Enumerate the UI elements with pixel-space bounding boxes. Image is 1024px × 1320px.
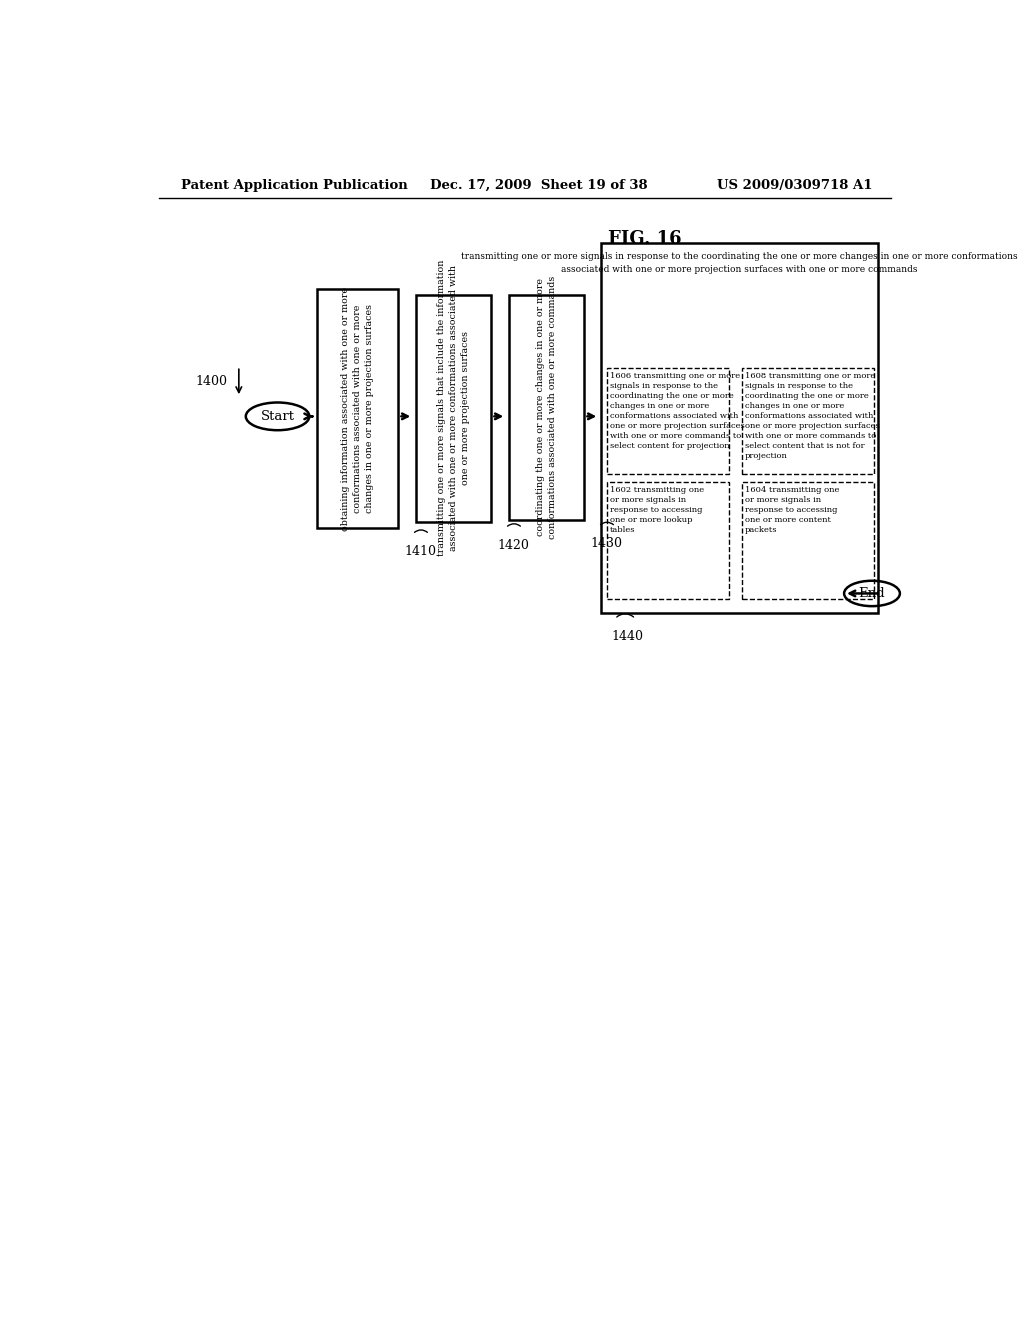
Text: obtaining information associated with one or more
conformations associated with : obtaining information associated with on… — [341, 286, 374, 531]
Bar — [607, 482, 729, 599]
Bar — [317, 289, 398, 528]
Text: 1602 transmitting one
or more signals in
response to accessing
one or more looku: 1602 transmitting one or more signals in… — [610, 486, 705, 535]
Bar — [607, 368, 729, 474]
Bar — [601, 243, 879, 612]
Text: 1606 transmitting one or more
signals in response to the
coordinating the one or: 1606 transmitting one or more signals in… — [610, 372, 744, 450]
Text: Start: Start — [260, 409, 295, 422]
Bar — [741, 368, 873, 474]
Text: FIG. 16: FIG. 16 — [608, 230, 682, 248]
Text: coordinating the one or more changes in one or more
conformations associated wit: coordinating the one or more changes in … — [537, 276, 557, 539]
Text: Dec. 17, 2009  Sheet 19 of 38: Dec. 17, 2009 Sheet 19 of 38 — [430, 178, 648, 191]
Text: 1608 transmitting one or more
signals in response to the
coordinating the one or: 1608 transmitting one or more signals in… — [744, 372, 880, 461]
Bar — [509, 294, 585, 520]
Text: 1420: 1420 — [498, 539, 529, 552]
Text: 1440: 1440 — [612, 630, 644, 643]
Text: End: End — [859, 587, 886, 601]
Text: 1410: 1410 — [404, 545, 436, 558]
Text: 1400: 1400 — [196, 375, 227, 388]
Bar — [416, 294, 492, 521]
Text: 1430: 1430 — [590, 537, 623, 550]
Text: transmitting one or more signals in response to the coordinating the one or more: transmitting one or more signals in resp… — [461, 252, 1018, 273]
Text: Patent Application Publication: Patent Application Publication — [180, 178, 408, 191]
Text: 1604 transmitting one
or more signals in
response to accessing
one or more conte: 1604 transmitting one or more signals in… — [744, 486, 840, 535]
Text: transmitting one or more signals that include the information
associated with on: transmitting one or more signals that in… — [437, 260, 470, 557]
Text: US 2009/0309718 A1: US 2009/0309718 A1 — [717, 178, 872, 191]
Bar — [741, 482, 873, 599]
